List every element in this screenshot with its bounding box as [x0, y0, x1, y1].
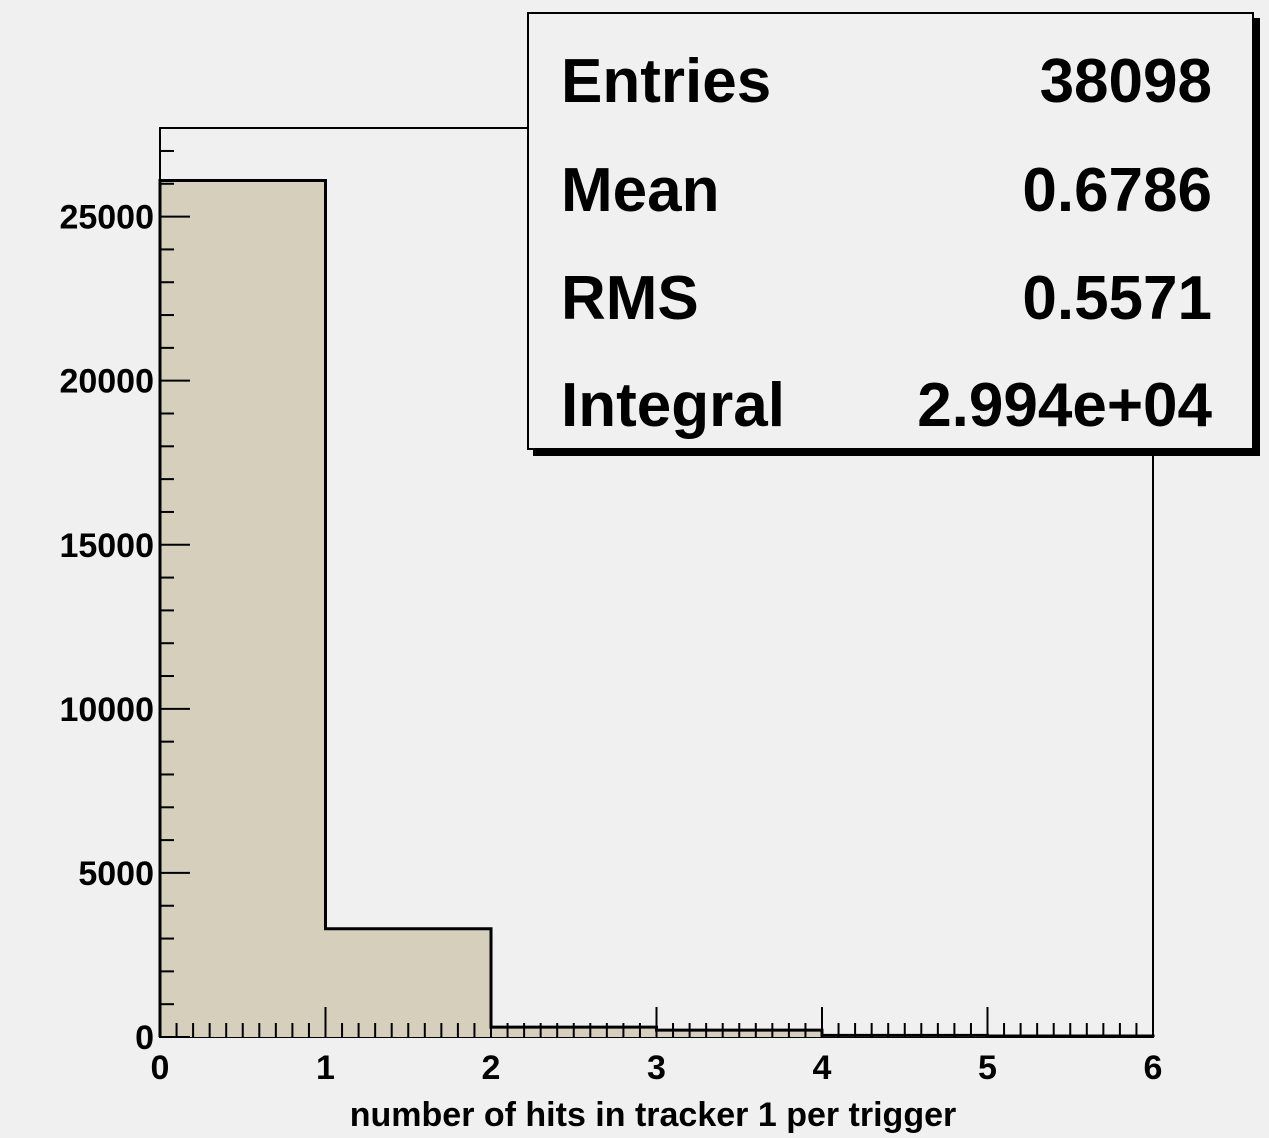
- x-axis-title: number of hits in tracker 1 per trigger: [350, 1096, 956, 1134]
- x-tick-label: 5: [978, 1049, 997, 1087]
- stats-value: 0.5571: [1022, 264, 1212, 333]
- x-tick-label: 3: [647, 1049, 666, 1087]
- stats-row-mean: Mean 0.6786: [561, 151, 1212, 231]
- y-axis-ticks: 0 5000 10000 15000 20000 25000: [59, 149, 190, 1057]
- stats-value: 2.994e+04: [917, 371, 1212, 440]
- y-tick-label: 10000: [59, 691, 154, 729]
- stats-row-entries: Entries 38098: [561, 42, 1212, 122]
- y-tick-label: 15000: [59, 527, 154, 565]
- stats-label: Mean: [561, 156, 720, 225]
- y-tick-label: 5000: [78, 855, 154, 893]
- stats-label: RMS: [561, 264, 699, 333]
- histogram-bar: [325, 928, 491, 1037]
- histogram-bar: [160, 180, 326, 1037]
- y-tick-label: 0: [135, 1019, 154, 1057]
- stats-row-integral: Integral 2.994e+04: [561, 366, 1212, 446]
- stats-label: Entries: [561, 47, 772, 116]
- x-tick-label: 0: [151, 1049, 170, 1087]
- stats-value: 0.6786: [1022, 156, 1212, 225]
- x-tick-label: 6: [1144, 1049, 1163, 1087]
- x-tick-label: 4: [813, 1049, 832, 1087]
- stats-value: 38098: [1039, 47, 1212, 116]
- stats-label: Integral: [561, 371, 785, 440]
- y-tick-label: 20000: [59, 363, 154, 401]
- stats-row-rms: RMS 0.5571: [561, 259, 1212, 339]
- x-tick-label: 1: [316, 1049, 335, 1087]
- x-tick-label: 2: [482, 1049, 501, 1087]
- stats-box: Entries 38098 Mean 0.6786 RMS 0.5571 Int…: [527, 12, 1254, 450]
- x-axis-ticks: 0 1 2 3 4 5 6: [151, 1007, 1163, 1087]
- y-tick-label: 25000: [59, 199, 154, 237]
